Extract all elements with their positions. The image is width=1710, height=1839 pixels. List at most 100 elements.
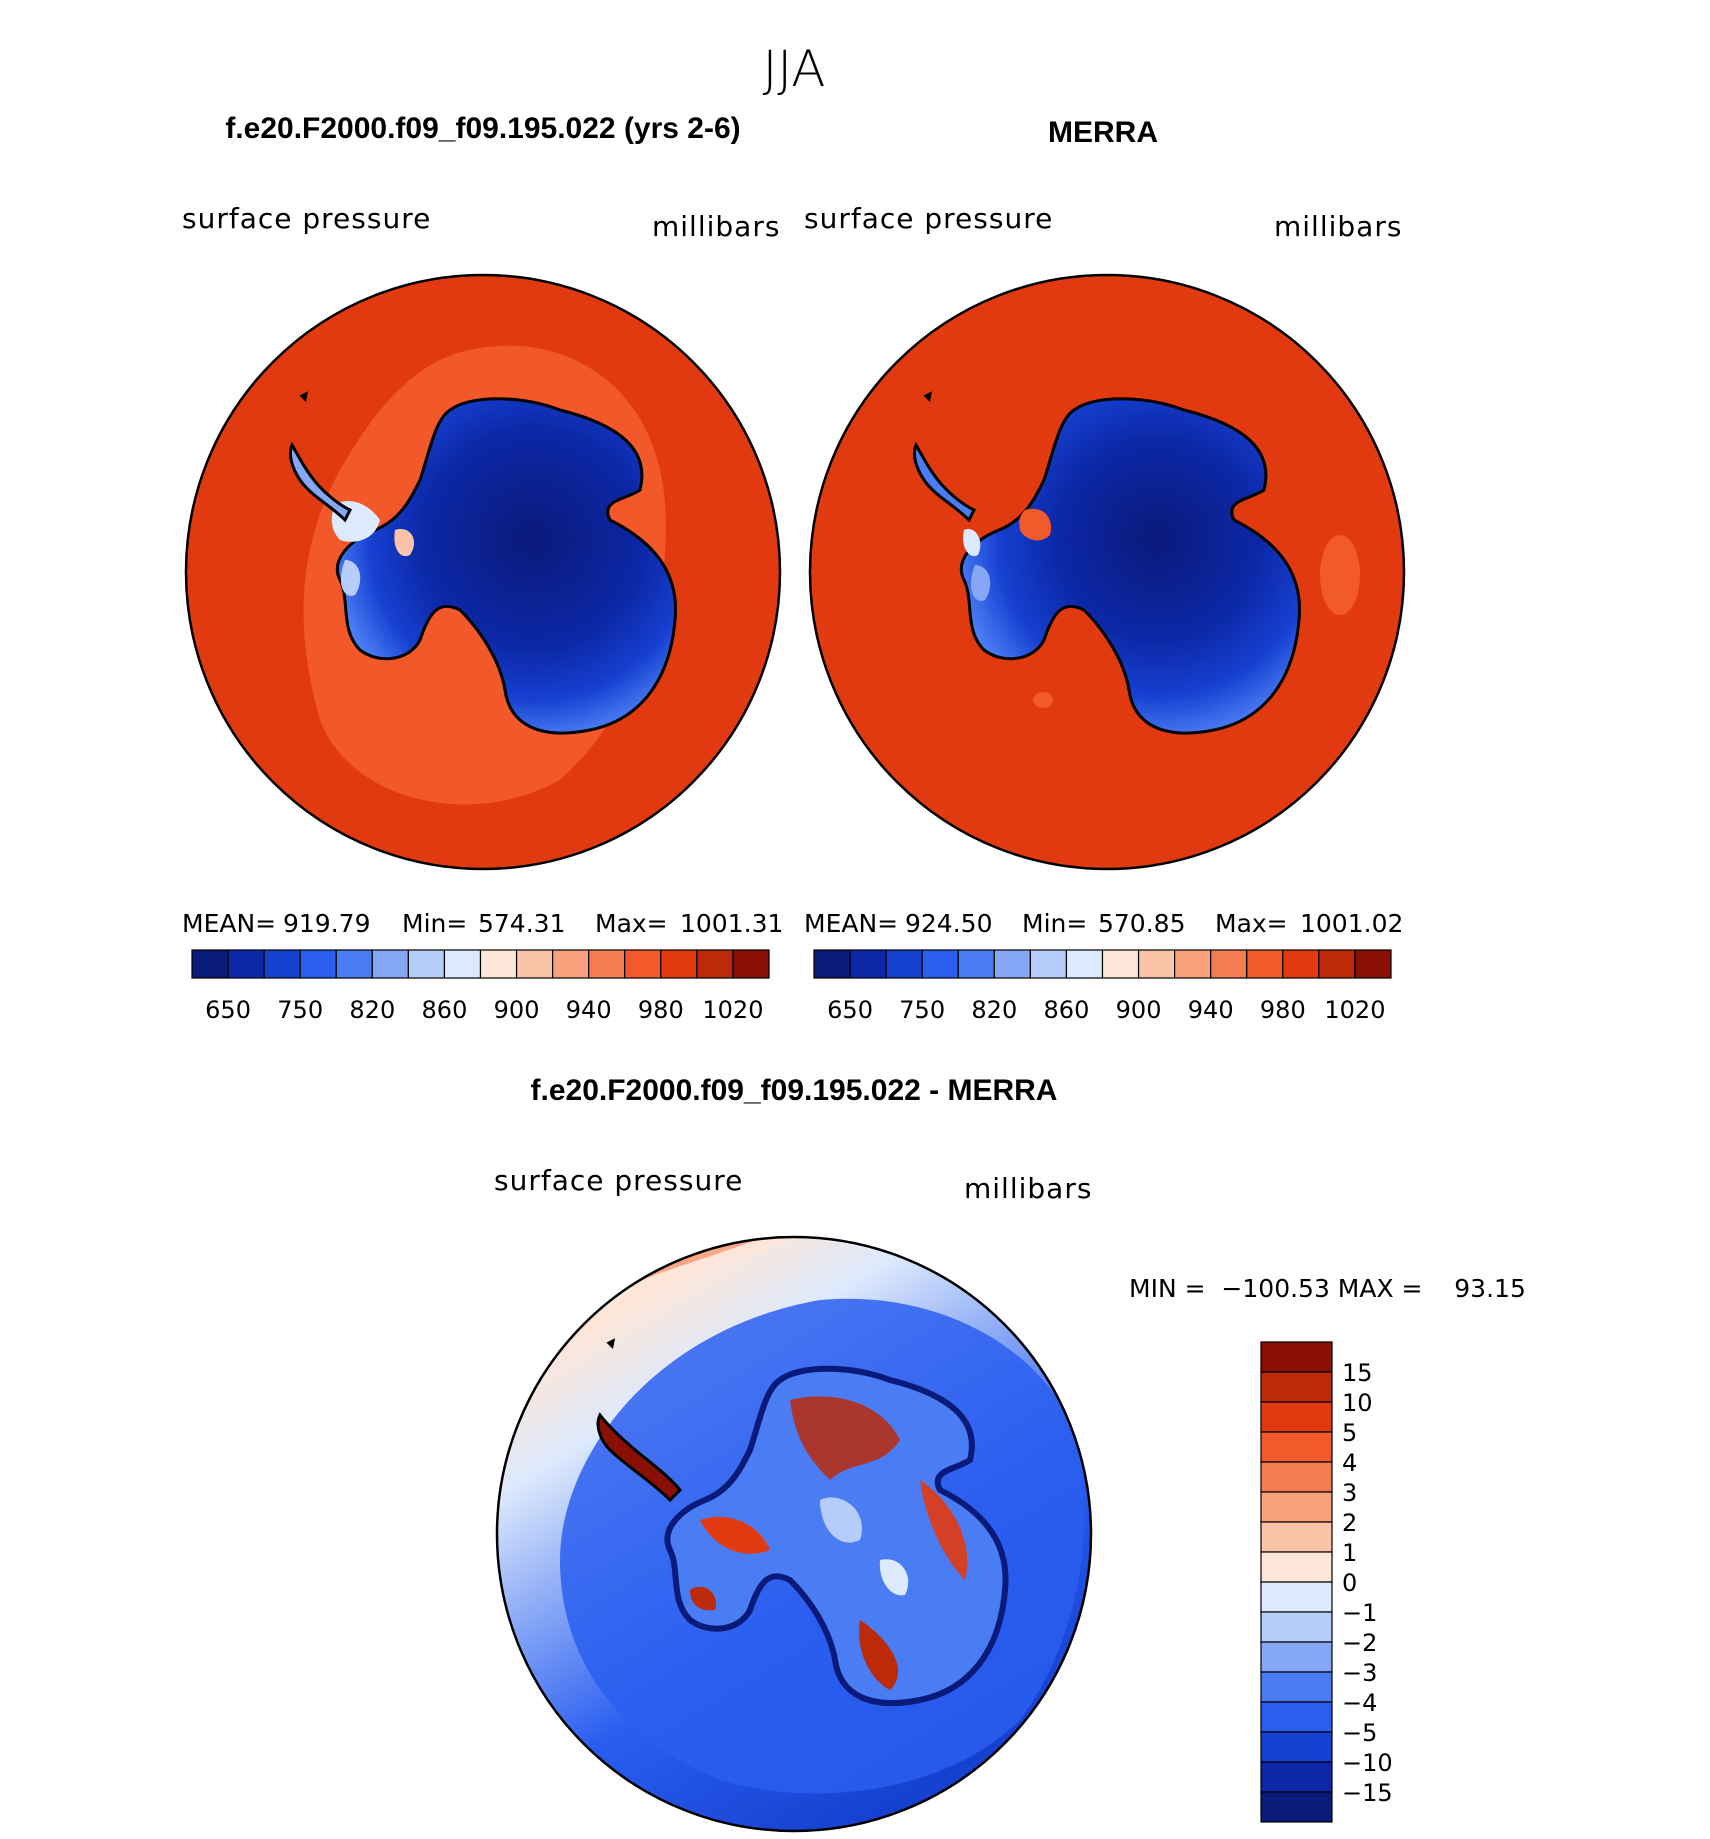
- colorbar-model-swatch: [696, 949, 734, 979]
- colorbar-model-tick-label: 820: [349, 996, 395, 1024]
- colorbar-difference-tick-label: −1: [1342, 1599, 1377, 1627]
- colorbar-merra-swatch: [885, 949, 923, 979]
- colorbar-model-swatch: [588, 949, 626, 979]
- colorbar-model-swatch: [407, 949, 446, 979]
- colorbar-difference-swatch: [1260, 1551, 1333, 1583]
- colorbar-difference-tick-label: −3: [1342, 1659, 1377, 1687]
- stats-min-label-merra: Min=: [1022, 909, 1087, 938]
- colorbar-difference-tick-label: −15: [1342, 1779, 1393, 1807]
- colorbar-model-swatch: [263, 949, 301, 979]
- colorbar-difference-swatch: [1260, 1491, 1333, 1523]
- colorbar-difference-tick-label: 10: [1342, 1389, 1373, 1417]
- colorbar-model-swatch: [479, 949, 518, 979]
- colorbar-model-tick-label: 860: [422, 996, 468, 1024]
- colorbar-merra-swatch: [1029, 949, 1068, 979]
- colorbar-model-tick-label: 940: [566, 996, 612, 1024]
- colorbar-model-swatch: [335, 949, 373, 979]
- colorbar-model-swatch: [552, 949, 590, 979]
- colorbar-merra-swatch: [1318, 949, 1356, 979]
- colorbar-model-swatch: [227, 949, 265, 979]
- colorbar-merra-tick-label: 940: [1188, 996, 1234, 1024]
- colorbar-model-swatch: [443, 949, 482, 979]
- stats-max-label-model: Max=: [595, 909, 668, 938]
- stats-mean-model: 919.79: [283, 909, 370, 938]
- diff-title: f.e20.F2000.f09_f09.195.022 - MERRA: [531, 1074, 1058, 1107]
- colorbar-difference-swatch: [1260, 1521, 1333, 1553]
- colorbar-difference-swatch: [1260, 1431, 1333, 1463]
- colorbar-merra-swatch: [1137, 949, 1176, 979]
- colorbar-difference-swatch: [1260, 1581, 1333, 1613]
- colorbar-merra: 650 750 820 860 900 940 980 1020: [813, 949, 1392, 1024]
- variable-label-diff: surface pressure: [494, 1164, 743, 1197]
- stats-min-merra: 570.85: [1098, 909, 1185, 938]
- colorbar-model-tick-label: 900: [494, 996, 540, 1024]
- colorbar-model-tick-label: 1020: [702, 996, 763, 1024]
- colorbar-model-tick-label: 980: [638, 996, 684, 1024]
- colorbar-merra-swatch: [1174, 949, 1212, 979]
- colorbar-merra-tick-label: 900: [1116, 996, 1162, 1024]
- stats-max-label-merra: Max=: [1215, 909, 1288, 938]
- colorbar-difference-tick-label: 0: [1342, 1569, 1357, 1597]
- units-label-diff: millibars: [964, 1172, 1092, 1205]
- colorbar-model-swatch: [191, 949, 229, 979]
- colorbar-merra-swatch: [1282, 949, 1320, 979]
- colorbar-model-tick-label: 750: [277, 996, 323, 1024]
- colorbar-difference-tick-label: 3: [1342, 1479, 1357, 1507]
- colorbar-merra-tick-label: 860: [1044, 996, 1090, 1024]
- colorbar-model-swatch: [624, 949, 662, 979]
- colorbar-difference-swatch: [1260, 1791, 1333, 1823]
- colorbar-difference-tick-label: −2: [1342, 1629, 1377, 1657]
- variable-label-model: surface pressure: [182, 202, 431, 235]
- colorbar-difference-swatch: [1260, 1611, 1333, 1643]
- colorbar-difference-tick-label: 2: [1342, 1509, 1357, 1537]
- map-model: [184, 273, 782, 871]
- colorbar-difference-swatch: [1260, 1401, 1333, 1433]
- colorbar-merra-swatch: [1065, 949, 1104, 979]
- stats-min-model: 574.31: [478, 909, 565, 938]
- colorbar-merra-swatch: [1101, 949, 1140, 979]
- colorbar-difference-swatch: [1260, 1341, 1333, 1373]
- colorbar-model-swatch: [299, 949, 337, 979]
- colorbar-model-swatch: [515, 949, 554, 979]
- colorbar-merra-swatch: [921, 949, 959, 979]
- colorbar-model-swatch: [660, 949, 698, 979]
- colorbar-merra-swatch: [849, 949, 887, 979]
- panel-title-merra: MERRA: [1048, 116, 1158, 149]
- units-label-model: millibars: [652, 210, 780, 243]
- colorbar-difference-tick-label: −10: [1342, 1749, 1393, 1777]
- stats-mean-merra: 924.50: [905, 909, 992, 938]
- colorbar-model: 650 750 820 860 900 940 980 1020: [191, 949, 770, 1024]
- colorbar-merra-swatch: [1354, 949, 1392, 979]
- colorbar-difference-swatch: [1260, 1641, 1333, 1673]
- colorbar-difference-swatch: [1260, 1761, 1333, 1793]
- stats-max-merra: 1001.02: [1300, 909, 1403, 938]
- colorbar-merra-tick-label: 980: [1260, 996, 1306, 1024]
- season-title: JJA: [763, 40, 826, 98]
- colorbar-model-swatch: [371, 949, 409, 979]
- map-merra: [808, 273, 1406, 871]
- diff-minmax: MIN = −100.53 MAX = 93.15: [1129, 1274, 1526, 1303]
- colorbar-difference-swatch: [1260, 1671, 1333, 1703]
- colorbar-merra-swatch: [1210, 949, 1248, 979]
- stats-mean-label-merra: MEAN=: [804, 909, 898, 938]
- colorbar-merra-tick-label: 1020: [1324, 996, 1385, 1024]
- colorbar-difference-swatch: [1260, 1731, 1333, 1763]
- colorbar-difference-swatch: [1260, 1371, 1333, 1403]
- colorbar-merra-swatch: [813, 949, 851, 979]
- colorbar-model-tick-label: 650: [205, 996, 251, 1024]
- variable-label-merra: surface pressure: [804, 202, 1053, 235]
- colorbar-difference-tick-label: −5: [1342, 1719, 1377, 1747]
- colorbar-difference-tick-label: 4: [1342, 1449, 1357, 1477]
- stats-merra: MEAN= 924.50 Min= 570.85 Max= 1001.02: [804, 909, 1403, 938]
- stats-mean-label-model: MEAN=: [182, 909, 276, 938]
- colorbar-merra-tick-label: 750: [899, 996, 945, 1024]
- stats-min-label-model: Min=: [402, 909, 467, 938]
- colorbar-difference-swatch: [1260, 1461, 1333, 1493]
- units-label-merra: millibars: [1274, 210, 1402, 243]
- colorbar-model-swatch: [732, 949, 770, 979]
- colorbar-merra-tick-label: 820: [971, 996, 1017, 1024]
- colorbar-difference-tick-label: −4: [1342, 1689, 1377, 1717]
- colorbar-difference-tick-label: 15: [1342, 1359, 1373, 1387]
- colorbar-difference-swatch: [1260, 1701, 1333, 1733]
